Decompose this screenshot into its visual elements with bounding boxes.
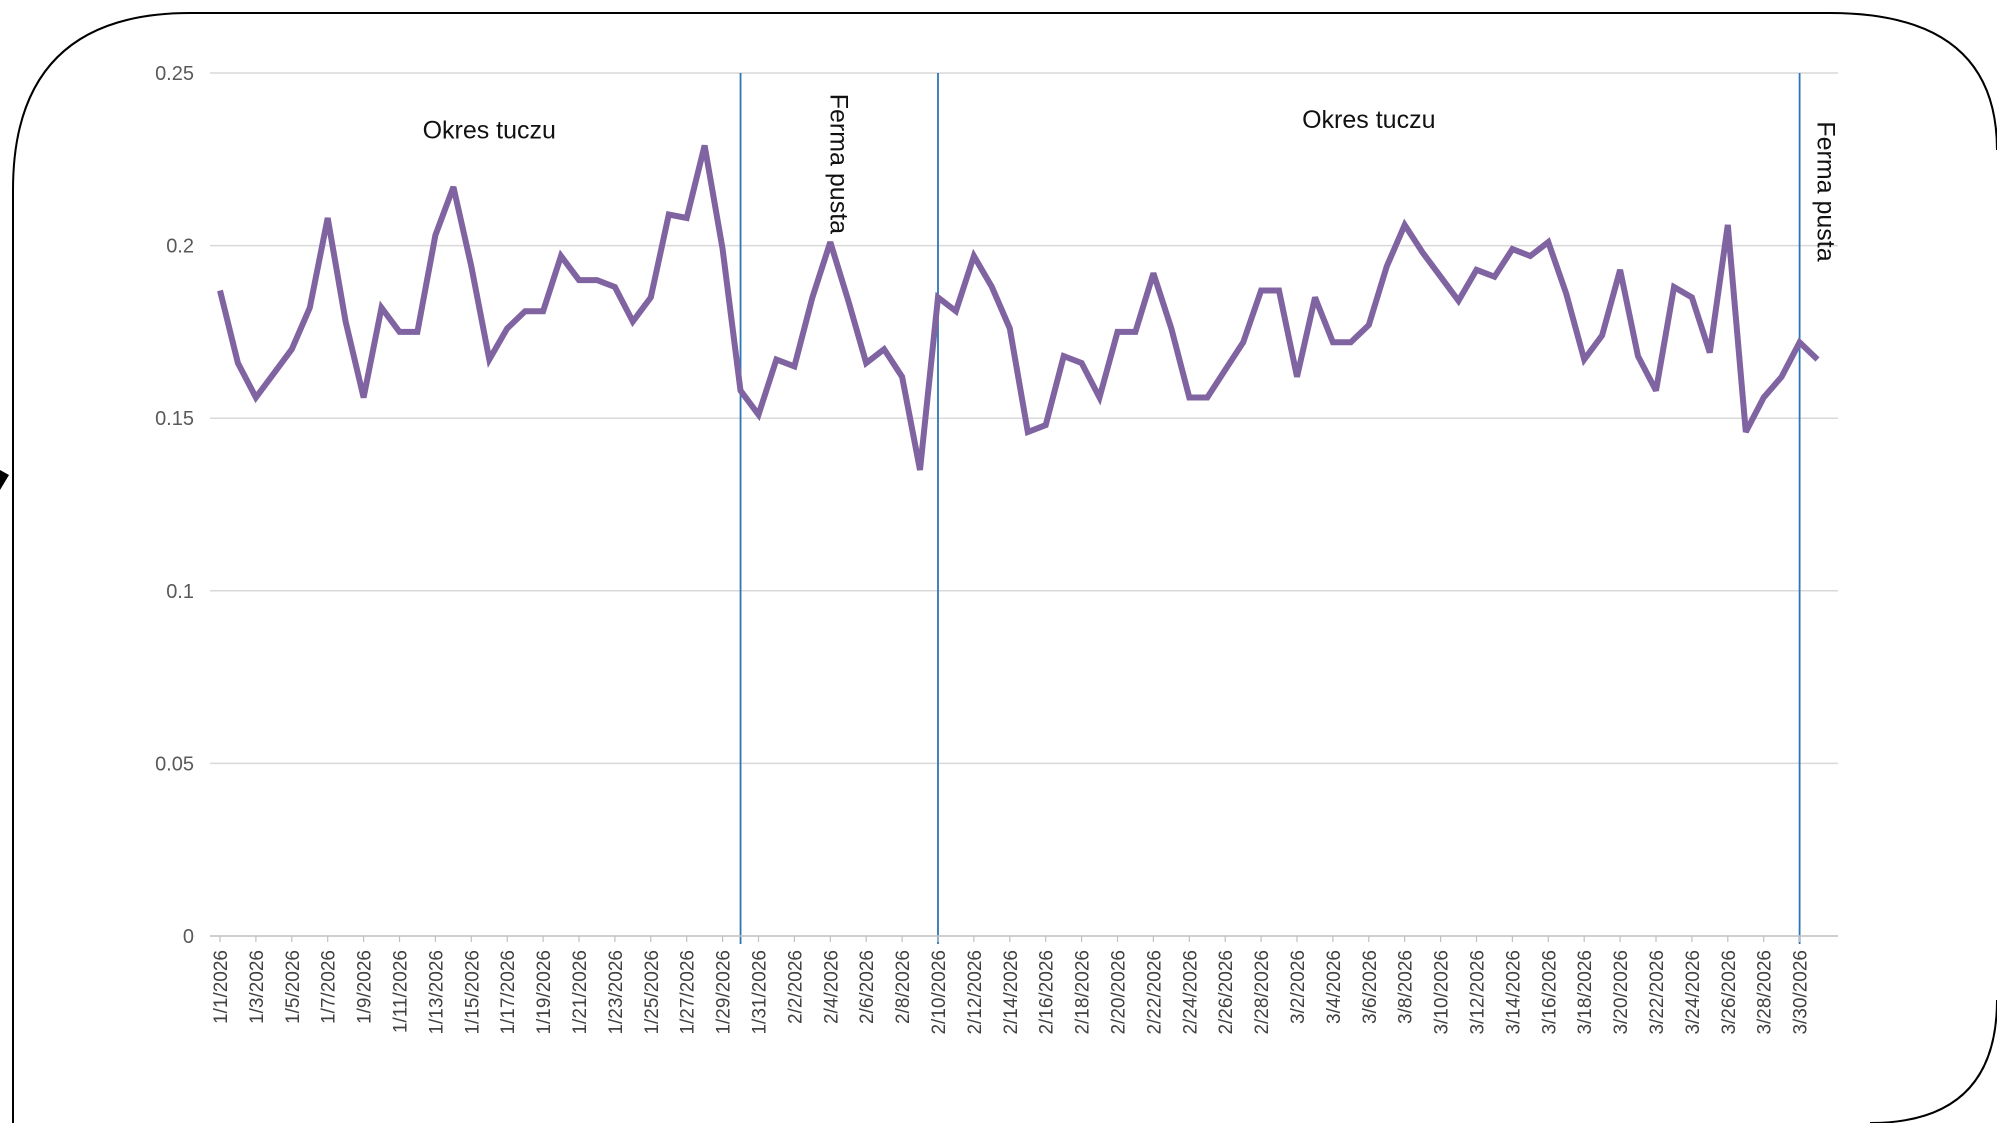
x-tick-label: 2/26/2026 <box>1216 950 1237 1035</box>
x-tick-label: 2/10/2026 <box>929 950 950 1035</box>
x-tick-label: 1/9/2026 <box>355 950 376 1024</box>
x-tick-label: 3/4/2026 <box>1324 950 1345 1024</box>
annotation-label: Ferma pusta <box>824 94 852 234</box>
x-tick-label: 1/21/2026 <box>570 950 591 1035</box>
x-tick-label: 1/17/2026 <box>498 950 519 1035</box>
x-tick-label: 2/14/2026 <box>1001 950 1022 1035</box>
y-tick-label: 0 <box>183 926 194 948</box>
x-tick-label: 3/20/2026 <box>1611 950 1632 1035</box>
y-tick-label: 0.15 <box>155 408 194 430</box>
x-tick-label: 3/22/2026 <box>1647 950 1668 1035</box>
x-tick-label: 3/2/2026 <box>1288 950 1309 1024</box>
x-tick-label: 3/30/2026 <box>1791 950 1812 1035</box>
x-tick-label: 2/12/2026 <box>965 950 986 1035</box>
x-tick-label: 2/18/2026 <box>1073 950 1094 1035</box>
x-tick-label: 1/19/2026 <box>534 950 555 1035</box>
x-tick-label: 1/1/2026 <box>211 950 232 1024</box>
x-tick-label: 3/26/2026 <box>1719 950 1740 1035</box>
series-group <box>217 144 1820 471</box>
x-tick-label: 2/28/2026 <box>1252 950 1273 1035</box>
x-tick-label: 3/6/2026 <box>1360 950 1381 1024</box>
x-tick-label: 1/29/2026 <box>714 950 735 1035</box>
vertical-markers <box>739 73 1801 944</box>
annotation-label: Ferma pusta <box>1812 121 1840 261</box>
x-tick-label: 1/7/2026 <box>319 950 340 1024</box>
x-tick-label: 1/11/2026 <box>391 950 412 1033</box>
x-tick-label: 2/4/2026 <box>821 950 842 1024</box>
x-tick-label: 3/28/2026 <box>1755 950 1776 1035</box>
x-tick-label: 2/20/2026 <box>1109 950 1130 1035</box>
x-tick-label: 1/5/2026 <box>283 950 304 1024</box>
x-tick-label: 3/14/2026 <box>1503 950 1524 1035</box>
x-tick-label: 3/12/2026 <box>1468 950 1489 1035</box>
x-tick-label: 2/22/2026 <box>1144 950 1165 1035</box>
y-tick-label: 0.1 <box>166 581 194 603</box>
x-tick-label: 2/6/2026 <box>857 950 878 1024</box>
y-tick-label: 0.25 <box>155 63 194 85</box>
x-tick-label: 3/16/2026 <box>1539 950 1560 1035</box>
y-tick-label: 0.05 <box>155 753 194 775</box>
annotation-label: Okres tuczu <box>423 117 556 145</box>
x-tick-label: 1/31/2026 <box>750 950 771 1035</box>
annotations: Okres tuczu Ferma pusta Okres tuczu Ferma p… <box>423 94 1840 262</box>
series-line <box>217 144 1820 471</box>
rounded-border <box>12 12 1997 1123</box>
x-tick-label: 1/3/2026 <box>247 950 268 1024</box>
x-tick-label: 2/2/2026 <box>785 950 806 1024</box>
y-axis-ticks: 0 0.05 0.1 0.15 0.2 0.25 <box>155 63 194 948</box>
x-tick-label: 3/8/2026 <box>1396 950 1417 1024</box>
x-tick-label: 1/13/2026 <box>426 950 447 1035</box>
x-tick-label: 1/25/2026 <box>642 950 663 1035</box>
x-tick-label: 1/15/2026 <box>462 950 483 1035</box>
x-tick-label: 2/8/2026 <box>893 950 914 1024</box>
x-tick-label: 3/18/2026 <box>1575 950 1596 1035</box>
x-tick-label: 1/23/2026 <box>606 950 627 1035</box>
x-tick-label: 3/10/2026 <box>1432 950 1453 1035</box>
annotation-label: Okres tuczu <box>1302 106 1435 134</box>
x-tick-label: 1/27/2026 <box>678 950 699 1035</box>
x-tick-label: 2/24/2026 <box>1180 950 1201 1035</box>
x-tick-label: 2/16/2026 <box>1037 950 1058 1035</box>
y-tick-label: 0.2 <box>166 236 194 258</box>
left-edge-mark <box>0 470 9 490</box>
x-axis-ticks: 1/1/2026 1/3/2026 1/5/2026 1/7/2026 1/9/2026… <box>211 936 1812 1035</box>
x-tick-label: 3/24/2026 <box>1683 950 1704 1035</box>
